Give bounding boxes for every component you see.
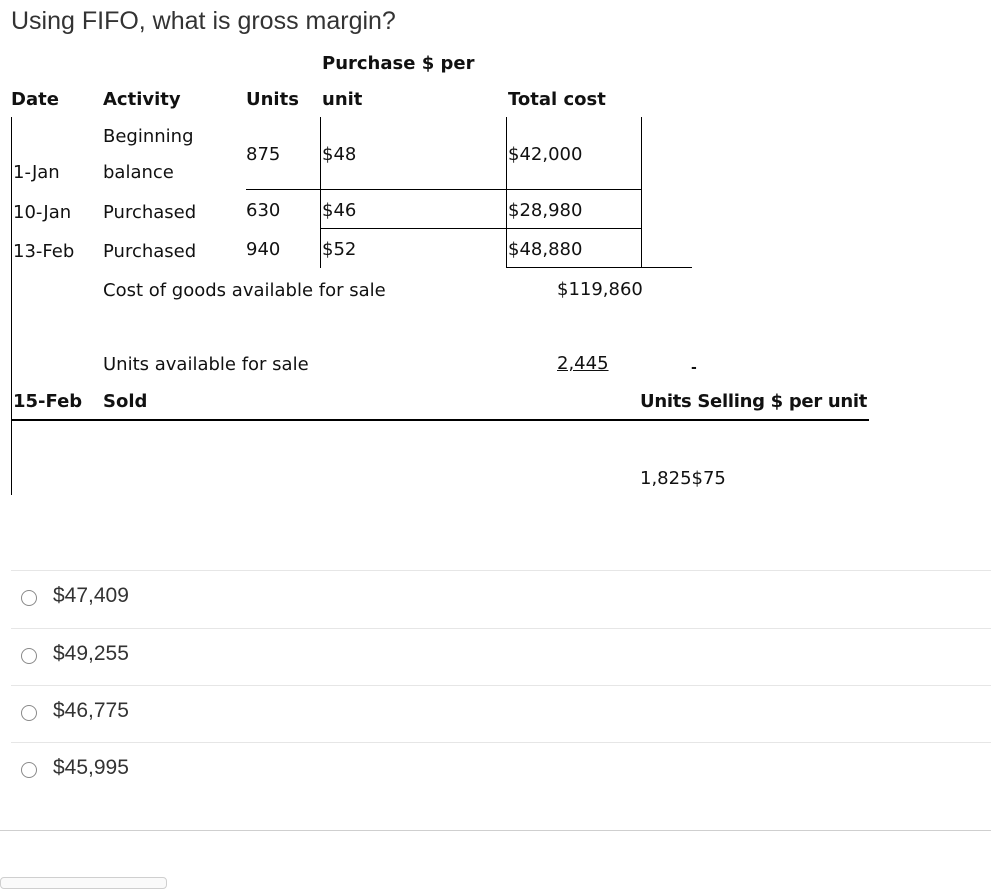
sold-header: Units Selling $ per unit [640,391,868,412]
row1-activity-line2: balance [103,162,174,183]
next-control[interactable] [0,877,167,889]
answer-option-label[interactable]: $45,995 [53,756,129,779]
dash-mark: - [691,360,697,376]
radio-icon[interactable] [21,762,37,778]
header-units: Units [246,89,299,110]
row2-units: 630 [246,200,281,221]
header-unit: unit [322,89,363,110]
sold-values: 1,825$75 [640,468,726,489]
left-border [11,117,12,495]
cogs-label: Cost of goods available for sale [103,280,386,301]
row-divider-2 [320,228,642,229]
total-col-left-border [506,117,507,268]
radio-icon[interactable] [21,705,37,721]
header-total-cost: Total cost [508,89,606,110]
answer-option[interactable]: $47,409 [11,570,991,628]
sold-date: 15-Feb [13,391,83,412]
cogs-value: $119,860 [557,279,643,300]
answer-option-label[interactable]: $46,775 [53,699,129,722]
row1-date: 1-Jan [13,162,60,183]
answer-option[interactable]: $46,775 [11,685,991,743]
answer-option-label[interactable]: $49,255 [53,642,129,665]
row2-total: $28,980 [508,200,583,221]
row3-units: 940 [246,239,281,260]
units-available-value: 2,445 [557,353,609,374]
units-available-label: Units available for sale [103,354,309,375]
row1-total: $42,000 [508,144,583,165]
row2-date: 10-Jan [13,202,72,223]
row1-units: 875 [246,144,281,165]
answer-option[interactable]: $49,255 [11,628,991,686]
sold-label: Sold [103,391,148,412]
row3-price: $52 [322,239,357,260]
row2-activity: Purchased [103,202,197,223]
question-text: Using FIFO, what is gross margin? [11,7,396,35]
row3-date: 13-Feb [13,241,75,262]
row1-activity-line1: Beginning [103,126,194,147]
row1-price: $48 [322,144,357,165]
row3-total: $48,880 [508,239,583,260]
radio-icon[interactable] [21,590,37,606]
header-date: Date [11,89,59,110]
price-col-border [320,117,321,268]
section-divider [0,830,991,831]
total-col-right-border [641,117,642,268]
sold-divider [11,419,869,421]
answer-option[interactable]: $45,995 [11,742,991,800]
row-divider-1 [246,189,642,190]
answer-option-label[interactable]: $47,409 [53,584,129,607]
row3-activity: Purchased [103,241,197,262]
total-underline [506,267,692,268]
radio-icon[interactable] [21,648,37,664]
header-purchase-price: Purchase $ per [322,53,475,74]
row2-price: $46 [322,200,357,221]
header-activity: Activity [103,89,181,110]
